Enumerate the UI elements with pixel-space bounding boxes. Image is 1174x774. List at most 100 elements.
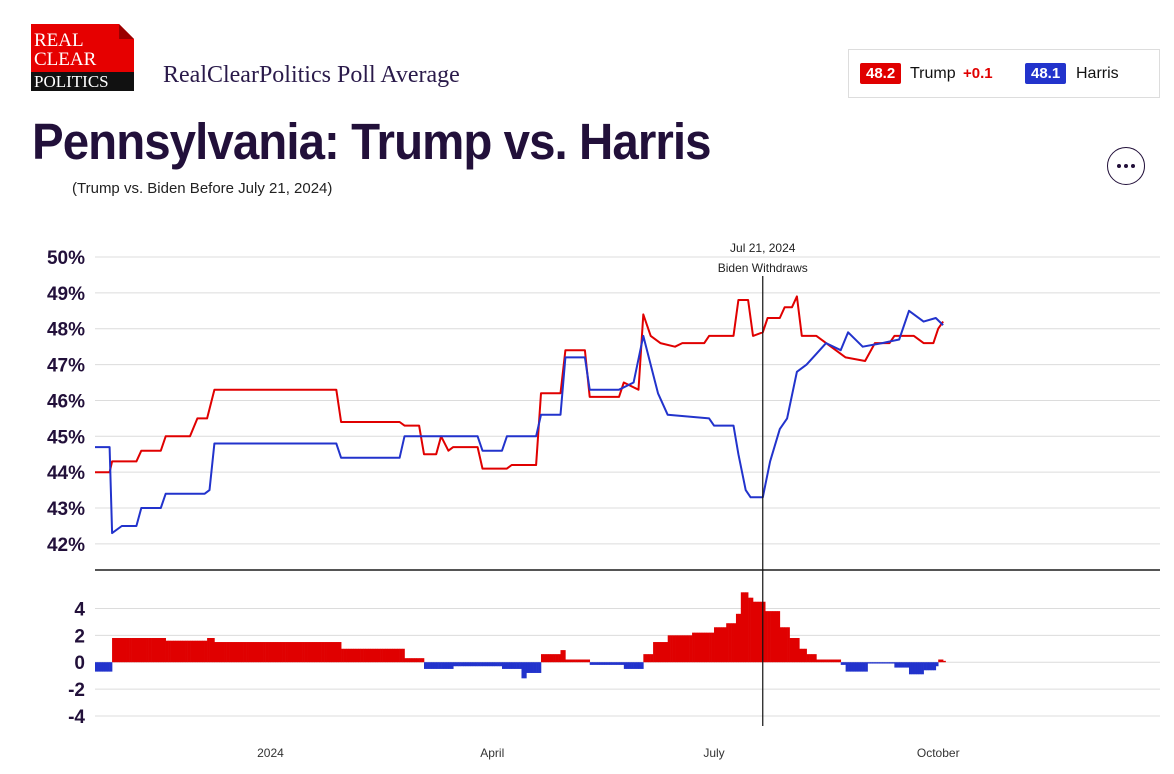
spread-bar [862, 662, 866, 672]
spread-bar [901, 662, 905, 668]
spread-bar [921, 662, 924, 675]
spread-bar [850, 662, 854, 672]
spread-bar [131, 638, 135, 663]
spread-bar [533, 662, 537, 673]
spread-bar [438, 662, 442, 669]
spread-bar [265, 642, 269, 663]
spread-bar [687, 635, 690, 663]
spread-bar [679, 635, 683, 663]
spread-bar [650, 654, 654, 663]
spread-bar [394, 648, 398, 663]
spread-bar [424, 662, 427, 669]
spread-bar [753, 601, 756, 663]
spread-bar [772, 611, 776, 663]
spread-bar [151, 638, 154, 663]
spread-bar [309, 642, 313, 663]
spread-bar [594, 662, 598, 665]
spread-bar [385, 648, 388, 663]
spread-bar [126, 638, 130, 663]
spread-bar [631, 662, 634, 669]
more-options-button[interactable] [1107, 147, 1145, 185]
spread-bar [109, 662, 113, 672]
spread-bar [935, 662, 939, 667]
spread-bar [536, 662, 539, 673]
x-tick-label: October [917, 746, 960, 760]
spread-bar [804, 648, 807, 663]
spread-bar [609, 662, 612, 665]
spread-bar [163, 638, 166, 663]
spread-bar [190, 640, 193, 663]
spread-bar [597, 662, 600, 665]
spread-bar [877, 662, 881, 664]
x-tick-label: July [703, 746, 724, 760]
spread-bar [570, 659, 573, 663]
spread-bar [136, 638, 140, 663]
spread-bar [133, 638, 137, 663]
spread-bar [857, 662, 861, 672]
spread-bar [248, 642, 252, 663]
logo-line-2: CLEAR [34, 49, 97, 70]
spread-bar [796, 638, 800, 663]
spread-bar [757, 601, 761, 663]
spread-bar [360, 648, 364, 663]
spread-bar [675, 635, 678, 663]
spread-bar [577, 659, 581, 663]
spread-bar [280, 642, 283, 663]
spread-bar [823, 659, 827, 663]
spread-bar [421, 658, 425, 663]
spread-bar [455, 662, 459, 667]
spread-bar [916, 662, 920, 675]
spread-bar [304, 642, 308, 663]
spread-bar [426, 662, 430, 669]
spread-bar [531, 662, 534, 673]
spread-bar [441, 662, 444, 669]
spread-bar [806, 654, 810, 663]
spread-bar [818, 659, 822, 663]
spread-bar [762, 601, 766, 663]
spread-bar [899, 662, 902, 668]
spread-bar [918, 662, 922, 675]
spread-bar [643, 654, 647, 663]
spread-bar [389, 648, 393, 663]
spread-bar [207, 638, 210, 663]
spread-bar [636, 662, 639, 669]
spread-bar [660, 642, 664, 663]
spread-bar [665, 642, 669, 663]
spread-bar [726, 623, 729, 663]
spread-bar [224, 642, 227, 663]
spread-bar [158, 638, 162, 663]
spread-bar [779, 627, 783, 663]
spread-bar [584, 659, 588, 663]
y-tick-label: 46% [47, 391, 85, 412]
spread-bar [141, 638, 145, 663]
spread-bar [913, 662, 917, 675]
spread-bar [545, 654, 549, 663]
spread-bar [938, 659, 941, 663]
spread-bar [324, 642, 327, 663]
spread-bar [194, 640, 198, 663]
spread-bar [606, 662, 610, 665]
spread-bar [738, 613, 742, 663]
spread-bar [733, 623, 737, 663]
spread-bar [319, 642, 322, 663]
spread-bar [906, 662, 910, 668]
spread-bar [285, 642, 288, 663]
spread-bar [662, 642, 666, 663]
spread-bar [436, 662, 439, 669]
spread-bar [509, 662, 513, 669]
spread-bar [655, 642, 659, 663]
spread-bar [182, 640, 186, 663]
spread-bar [243, 642, 247, 663]
spread-bar [614, 662, 617, 665]
spread-bar [409, 658, 413, 663]
spread-bar [328, 642, 332, 663]
spread-bar [314, 642, 318, 663]
spread-tick-label: -4 [68, 707, 85, 728]
y-tick-label: 45% [47, 427, 85, 448]
spread-bar [801, 648, 805, 663]
spread-tick-label: -2 [68, 680, 85, 701]
spread-bar [838, 659, 842, 663]
rcp-logo[interactable]: REAL CLEAR POLITICS [31, 24, 134, 91]
spread-bar [887, 662, 890, 664]
spread-bar [504, 662, 508, 669]
